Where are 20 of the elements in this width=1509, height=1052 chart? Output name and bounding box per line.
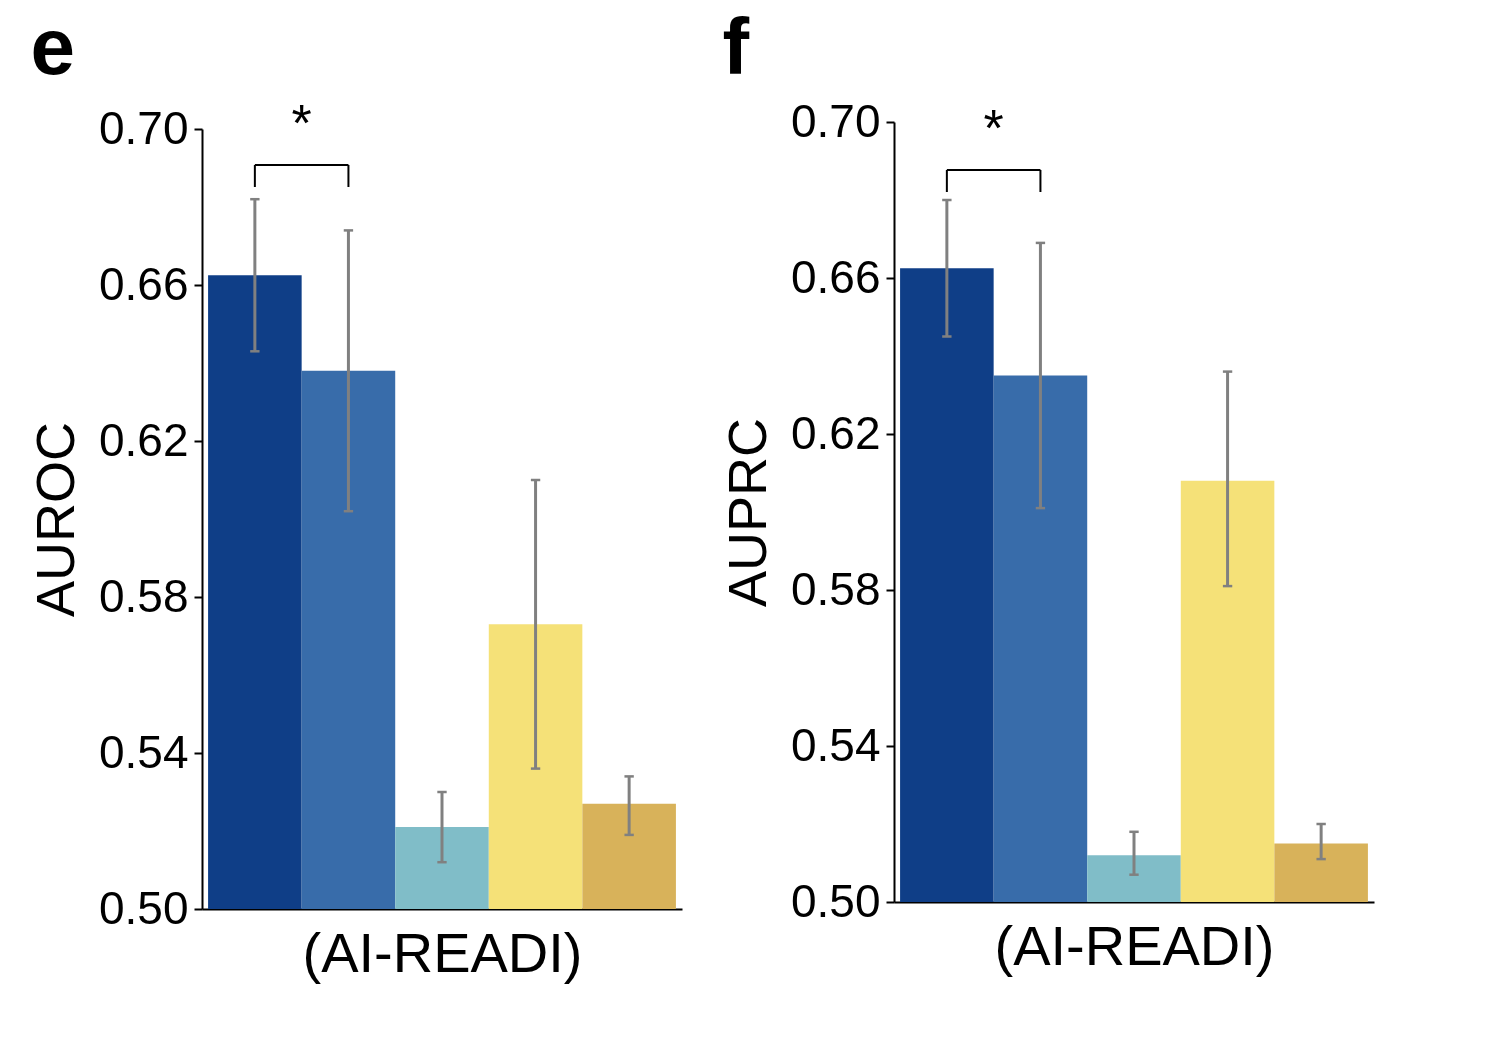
y-axis-title: AUROC [24,421,85,618]
annotation: * [291,94,312,152]
y-tick-label: 0.58 [98,569,189,622]
y-tick-label: 0.58 [790,562,881,615]
y-tick-label: 0.62 [98,413,189,466]
x-axis-title: (AI-READI) [994,913,1275,977]
annotation: * [983,99,1004,157]
y-tick-label: 0.66 [98,257,189,310]
y-tick-label: 0.62 [790,406,881,459]
y-tick-label: 0.50 [790,874,881,927]
y-tick-label: 0.54 [790,718,881,771]
y-tick-label: 0.66 [790,250,881,303]
y-tick-label: 0.50 [98,881,189,934]
x-axis-title: (AI-READI) [302,920,583,984]
y-tick-label: 0.70 [790,94,881,147]
chart-title: e [30,2,75,91]
y-axis-title: AUPRC [716,417,777,608]
chart-title: f [722,2,750,91]
y-tick-label: 0.70 [98,101,189,154]
y-tick-label: 0.54 [98,725,189,778]
